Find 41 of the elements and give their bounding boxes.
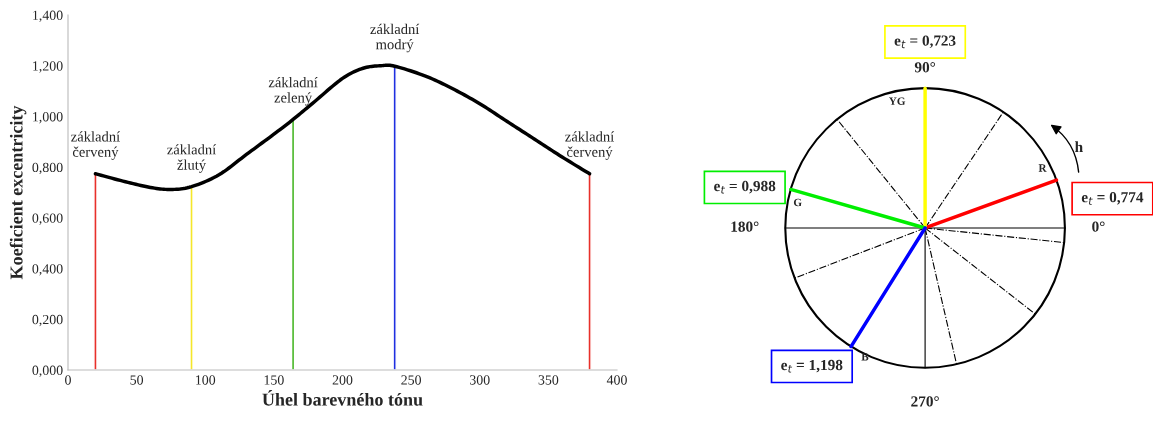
text: h	[1075, 141, 1083, 152]
y-tick-label: 0,400	[32, 264, 63, 276]
y-axis-title: Koeficient excentricity	[9, 105, 27, 280]
x-tick-label: 100	[196, 375, 216, 385]
text: e$_{t}$ = 0,723	[894, 35, 956, 49]
annotation: základní červený	[71, 131, 120, 160]
x-tick-label: 400	[606, 375, 627, 385]
y-tick-label: 0,800	[32, 162, 63, 175]
annotation: základní modrý	[370, 23, 420, 53]
bar	[93, 173, 98, 370]
x-tick-label: 0	[65, 375, 71, 385]
bar	[587, 173, 592, 370]
y-tick-label: 1,000	[33, 112, 63, 124]
text: 270°	[911, 396, 939, 407]
y-tick-label: 1,400	[33, 10, 63, 22]
x-tick-label: 200	[332, 375, 353, 385]
text: 180°	[731, 221, 759, 232]
bar	[392, 65, 397, 370]
category-label: B	[861, 353, 869, 361]
category-label: R	[1038, 164, 1047, 172]
category-label: YG	[889, 97, 906, 105]
y-tick-label: 0,600	[32, 213, 63, 225]
x-tick-label: 50	[130, 375, 144, 385]
x-tick-label: 350	[538, 375, 559, 385]
annotation: základní zelený	[268, 77, 318, 106]
text: 90°	[914, 62, 936, 73]
x-axis-title: Úhel barevného tónu	[262, 390, 423, 406]
y-tick-label: 0,000	[32, 365, 63, 377]
text: e$_{t}$ = 0,988	[714, 180, 776, 194]
text: e$_{t}$ = 1,198	[781, 359, 843, 373]
y-tick-label: 0,200	[32, 314, 63, 327]
text: e$_{t}$ = 0,774	[1081, 192, 1144, 205]
y-tick-label: 1,200	[33, 61, 63, 73]
x-tick-label: 150	[264, 375, 284, 385]
x-tick-label: 300	[470, 375, 490, 385]
bar	[189, 185, 194, 370]
text: 0°	[1092, 221, 1105, 232]
x-tick-label: 250	[401, 375, 422, 385]
annotation: základní červený	[565, 131, 615, 160]
annotation: základní žlutý	[167, 144, 217, 173]
category-label: G	[793, 198, 802, 207]
